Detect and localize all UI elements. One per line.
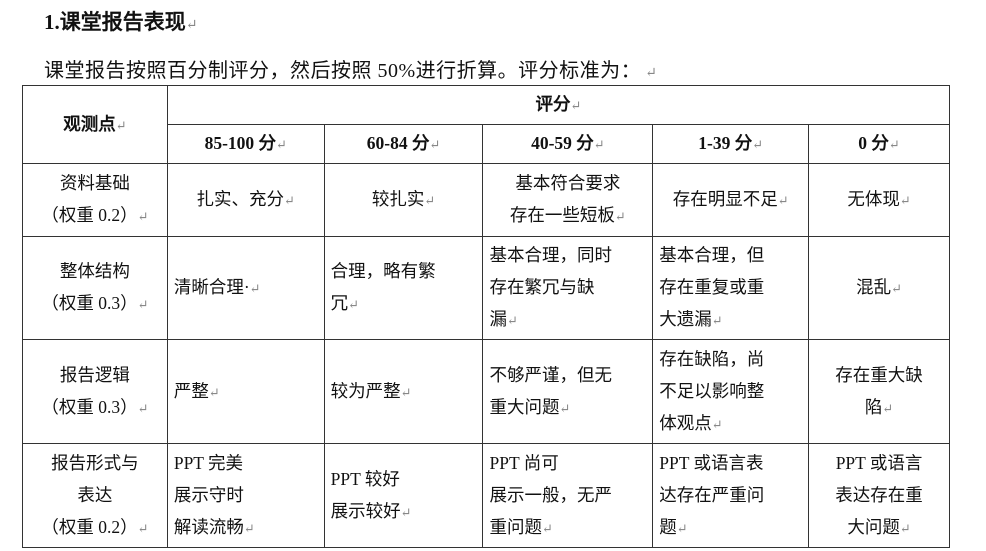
section-heading: 1.课堂报告表现↵ (44, 10, 198, 34)
criteria-cell: 基本符合要求 存在一些短板 (482, 163, 654, 237)
criteria-cell: 混乱 (808, 236, 950, 340)
observation-point-cell: 报告形式与 表达 （权重 0.2） (22, 443, 168, 548)
criteria-cell: 较扎实 (323, 163, 484, 237)
cell-text: 基本符合要求 存在一些短板 (510, 173, 626, 225)
cell-text: 清晰合理· (174, 277, 261, 297)
score-range-label: 85-100 分 (205, 133, 287, 153)
criteria-cell: 存在重大缺 陷 (808, 339, 950, 444)
cell-text: 报告形式与 表达 （权重 0.2） (41, 453, 148, 537)
cell-text: 严整 (174, 381, 220, 401)
table-row: 整体结构 （权重 0.3） 清晰合理· 合理，略有繁 冗 基本合理，同时 存在繁冗与缺… (22, 236, 950, 340)
score-range-label: 40-59 分 (531, 133, 605, 153)
header-score-ranges: 85-100 分 60-84 分 40-59 分 1-39 分 0 分 (23, 124, 950, 164)
cell-text: 较为严整 (331, 381, 412, 401)
criteria-cell: PPT 尚可 展示一般，无严 重问题 (482, 443, 654, 548)
cell-text: 扎实、充分 (197, 189, 295, 209)
observation-point-cell: 整体结构 （权重 0.3） (22, 236, 168, 340)
header-score-range: 1-39 分 (652, 124, 810, 164)
cell-text: 基本合理，但 存在重复或重 大遗漏 (659, 245, 764, 329)
criteria-cell: 严整 (166, 339, 325, 444)
criteria-cell: 基本合理，但 存在重复或重 大遗漏 (652, 236, 810, 340)
header-score-range: 0 分 (808, 124, 950, 164)
cell-text: 合理，略有繁 冗 (331, 261, 436, 313)
cell-text: PPT 或语言表 达存在严重问 题 (659, 453, 764, 537)
criteria-cell: PPT 或语言 表达存在重 大问题 (808, 443, 950, 548)
criteria-cell: PPT 较好 展示较好 (323, 443, 484, 548)
header-observation-point: 观测点 (22, 85, 168, 164)
score-range-label: 0 分 (858, 133, 900, 153)
cell-text: 较扎实 (372, 189, 435, 209)
cell-text: PPT 尚可 展示一般，无严 重问题 (489, 453, 612, 537)
cell-text: 不够严谨，但无 重大问题 (489, 365, 612, 417)
cell-text: PPT 完美 展示守时 解读流畅 (174, 453, 255, 537)
header-score-range: 40-59 分 (482, 124, 654, 164)
cell-text: 混乱 (856, 277, 902, 297)
grading-table: 观测点 评分 85-100 分 60-84 分 40-59 分 1-39 分 0 分 资… (22, 85, 951, 548)
observation-point-cell: 资料基础 （权重 0.2） (22, 163, 168, 237)
criteria-cell: 较为严整 (323, 339, 484, 444)
criteria-cell: PPT 完美 展示守时 解读流畅 (166, 443, 325, 548)
header-score-range: 60-84 分 (323, 124, 484, 164)
intro-paragraph: 课堂报告按照百分制评分，然后按照 50%进行折算。评分标准为： ↵ (44, 60, 658, 82)
criteria-cell: 清晰合理· (166, 236, 325, 340)
cell-text: 报告逻辑 （权重 0.3） (41, 365, 148, 417)
criteria-cell: 不够严谨，但无 重大问题 (482, 339, 654, 444)
criteria-cell: 存在缺陷，尚 不足以影响整 体观点 (652, 339, 810, 444)
criteria-cell: PPT 或语言表 达存在严重问 题 (652, 443, 810, 548)
cell-text: 无体现 (847, 189, 910, 209)
cell-text: 整体结构 （权重 0.3） (41, 261, 148, 313)
criteria-cell: 存在明显不足 (652, 163, 810, 237)
criteria-cell: 基本合理，同时 存在繁冗与缺 漏 (482, 236, 654, 340)
cell-text: 存在重大缺 陷 (835, 365, 923, 417)
observation-point-cell: 报告逻辑 （权重 0.3） (22, 339, 168, 444)
cell-text: 存在明显不足 (673, 189, 789, 209)
criteria-cell: 扎实、充分 (166, 163, 325, 237)
cell-text: 基本合理，同时 存在繁冗与缺 漏 (489, 245, 612, 329)
table-row: 资料基础 （权重 0.2） 扎实、充分 较扎实 基本符合要求 存在一些短板 存在明显不足… (22, 163, 950, 237)
score-range-label: 60-84 分 (367, 133, 441, 153)
cell-text: 存在缺陷，尚 不足以影响整 体观点 (659, 349, 764, 433)
criteria-cell: 无体现 (808, 163, 950, 237)
table-row: 报告逻辑 （权重 0.3） 严整 较为严整 不够严谨，但无 重大问题存在缺陷，尚 不足… (22, 339, 950, 444)
criteria-cell: 合理，略有繁 冗 (323, 236, 484, 340)
cell-text: PPT 较好 展示较好 (331, 469, 412, 521)
header-score-range: 85-100 分 (166, 124, 325, 164)
score-range-label: 1-39 分 (698, 133, 763, 153)
cell-text: PPT 或语言 表达存在重 大问题 (835, 453, 923, 537)
table-row: 报告形式与 表达 （权重 0.2） PPT 完美 展示守时 解读流畅 PPT 较好 … (22, 443, 950, 548)
header-row: 观测点 评分 (22, 85, 951, 164)
header-score-group: 评分 (166, 85, 951, 125)
cell-text: 资料基础 （权重 0.2） (41, 173, 148, 225)
